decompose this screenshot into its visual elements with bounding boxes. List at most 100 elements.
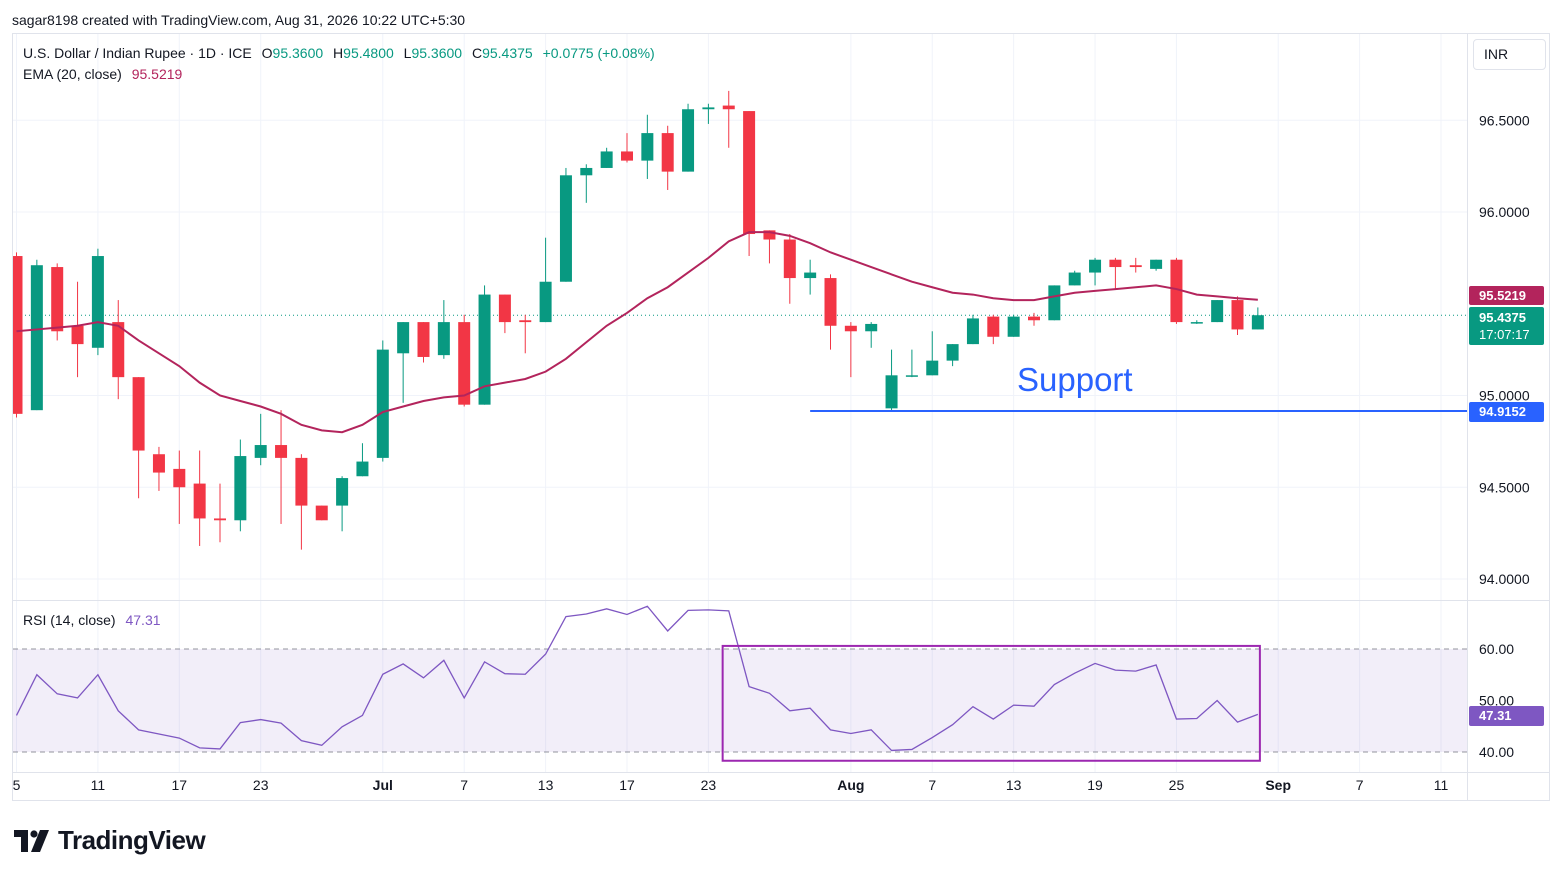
candle <box>946 344 959 367</box>
candle-body <box>91 256 104 348</box>
ema-price-tag: 95.5219 <box>1469 286 1544 305</box>
symbol-name: U.S. Dollar / Indian Rupee · 1D · ICE <box>23 45 252 61</box>
candle <box>702 103 715 124</box>
candle <box>905 349 918 378</box>
rsi-legend[interactable]: RSI (14, close) 47.31 <box>23 612 161 628</box>
candle-body <box>1048 285 1061 321</box>
candle-body <box>458 322 471 405</box>
candle <box>1089 257 1102 286</box>
ema-legend[interactable]: EMA (20, close) 95.5219 <box>23 66 182 82</box>
x-tick-label: 23 <box>701 777 717 793</box>
candle-body <box>1089 259 1102 273</box>
candle <box>214 483 226 543</box>
rsi-band <box>13 649 1467 752</box>
currency-selector[interactable]: INR <box>1473 39 1546 70</box>
candle-body <box>1150 259 1163 269</box>
candle <box>844 322 857 378</box>
price-tick-label: 94.5000 <box>1479 479 1530 495</box>
candle-body <box>254 445 267 458</box>
candle-body <box>1028 316 1040 321</box>
candle-body <box>519 320 532 323</box>
candle-body <box>132 377 145 451</box>
candle <box>1028 312 1040 326</box>
candle-body <box>743 111 756 235</box>
candle <box>193 450 206 546</box>
candle-body <box>234 456 247 521</box>
high-label: H <box>333 45 344 61</box>
candle <box>1231 296 1244 335</box>
candle <box>539 237 552 323</box>
candle-body <box>600 151 613 168</box>
candle <box>356 443 369 477</box>
candle-body <box>682 109 695 172</box>
candle <box>336 476 349 532</box>
candle-body <box>51 267 64 332</box>
candle <box>234 439 247 532</box>
low-value: 95.3600 <box>411 45 463 61</box>
candle-body <box>1211 300 1224 323</box>
tradingview-logo[interactable]: TradingView <box>14 825 206 856</box>
candle <box>13 252 23 418</box>
candle-body <box>315 505 328 521</box>
candle <box>478 285 491 405</box>
candle-body <box>763 230 776 240</box>
candle <box>91 248 104 356</box>
candle <box>458 314 471 407</box>
candle-body <box>193 483 206 519</box>
candle-body <box>702 107 715 110</box>
rsi-tick-label: 50.00 <box>1479 693 1514 709</box>
candle-body <box>275 445 288 458</box>
candle <box>1068 270 1081 286</box>
x-tick-label: Sep <box>1265 777 1291 793</box>
x-tick-label: 17 <box>172 777 188 793</box>
close-label: C <box>471 45 483 61</box>
candle <box>295 454 308 550</box>
candle <box>254 413 267 466</box>
rsi-value-tag: 47.31 <box>1469 706 1544 726</box>
support-annotation[interactable]: Support <box>1017 361 1133 398</box>
candle-body <box>336 478 349 506</box>
x-tick-label: 17 <box>619 777 635 793</box>
open-label: O <box>261 45 273 61</box>
candle-body <box>824 278 837 326</box>
x-tick-label: 13 <box>538 777 554 793</box>
candle-body <box>112 322 125 378</box>
candle <box>783 234 796 304</box>
plot-area <box>13 34 1467 772</box>
candle <box>824 274 837 350</box>
x-tick-label: 7 <box>1356 777 1364 793</box>
rsi-tick-label: 60.00 <box>1479 641 1514 657</box>
candle <box>1211 300 1224 323</box>
candle <box>804 259 817 295</box>
rsi-tick-label: 40.00 <box>1479 744 1514 760</box>
candle-body <box>865 323 878 332</box>
symbol-legend[interactable]: U.S. Dollar / Indian Rupee · 1D · ICE O9… <box>23 45 655 61</box>
candle-body <box>30 265 43 411</box>
candle <box>661 125 674 190</box>
candle-body <box>173 468 186 488</box>
candle <box>173 450 186 524</box>
candle <box>966 314 979 345</box>
candle <box>112 300 125 400</box>
ema-value: 95.5219 <box>131 66 183 82</box>
x-tick-label: 7 <box>928 777 936 793</box>
candle-body <box>580 167 593 176</box>
candle-body <box>356 461 369 477</box>
candle <box>71 281 84 378</box>
candle-body <box>152 454 165 473</box>
price-tick-label: 94.0000 <box>1479 571 1530 587</box>
candle-body <box>946 344 959 361</box>
x-tick-label: 25 <box>1169 777 1185 793</box>
candle-body <box>1129 265 1142 268</box>
candle-body <box>478 294 491 405</box>
chart-credit: sagar8198 created with TradingView.com, … <box>12 12 466 28</box>
candle-body <box>905 375 918 377</box>
x-tick-label: 11 <box>1434 777 1449 793</box>
open-value: 95.3600 <box>272 45 324 61</box>
candle-body <box>559 175 572 282</box>
candle-body <box>1068 272 1081 286</box>
candle <box>1251 307 1264 330</box>
candle-body <box>498 294 511 323</box>
candle <box>1150 259 1163 271</box>
